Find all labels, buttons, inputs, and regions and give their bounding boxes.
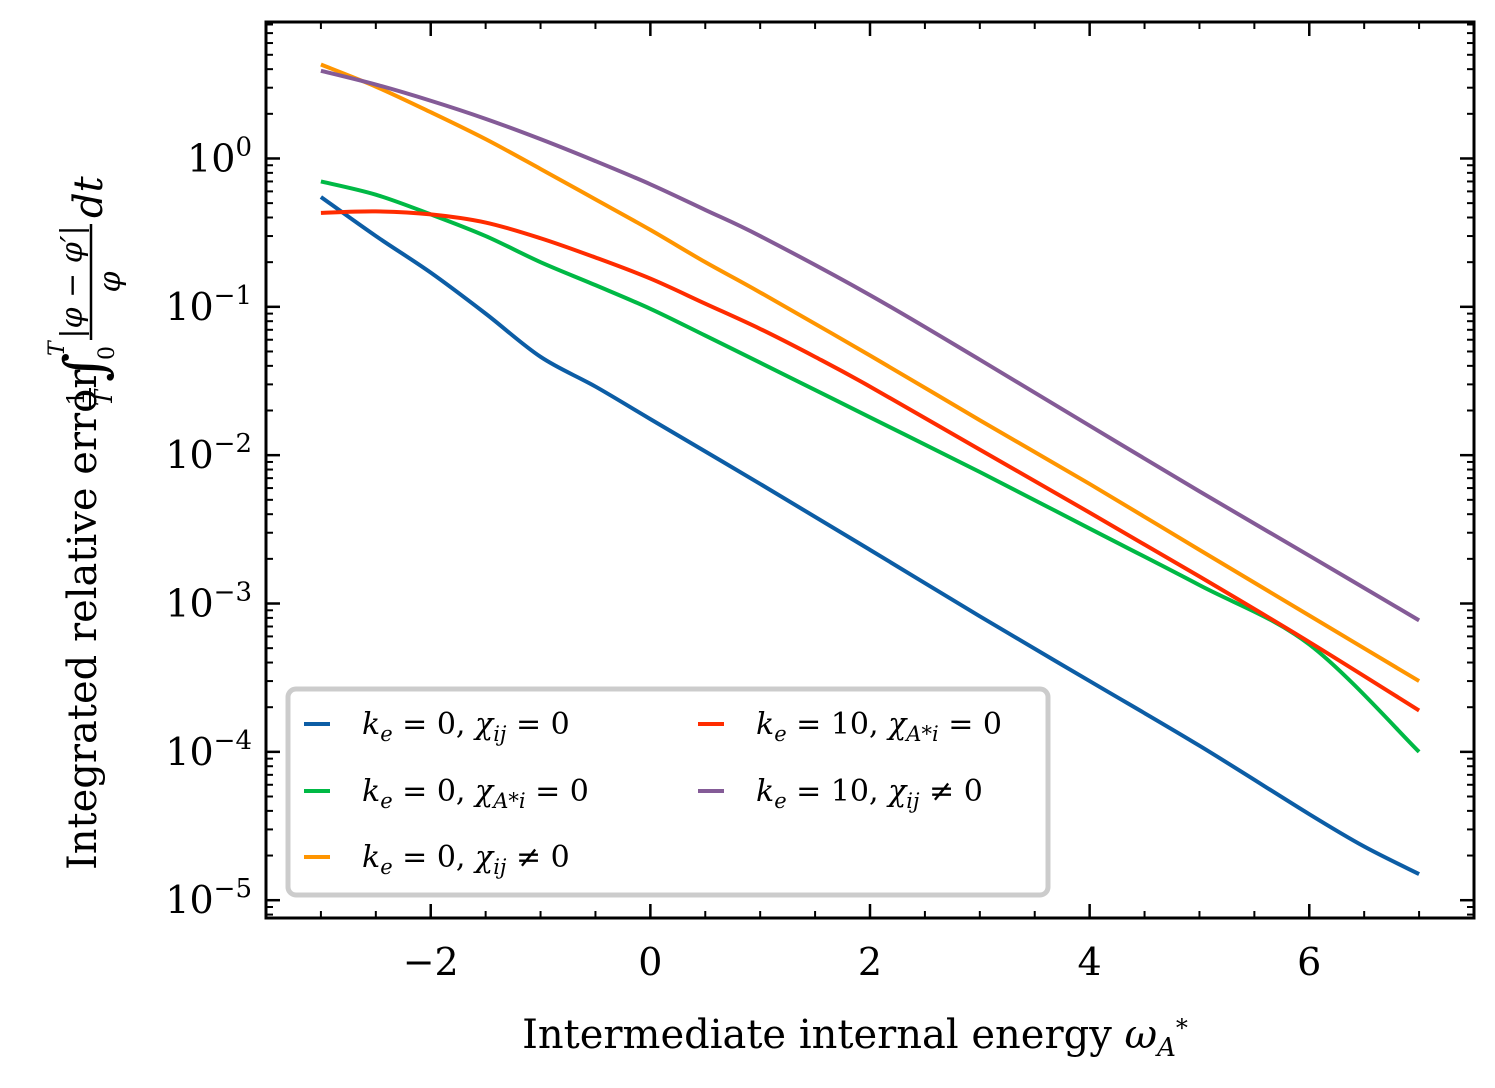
series-line-1 bbox=[319, 195, 1420, 876]
legend-label-part: = 10, bbox=[787, 774, 888, 809]
y-axis-label-frac-2-num: |φ − φ′| bbox=[55, 225, 90, 338]
series-line-4 bbox=[320, 209, 1421, 713]
legend-label-part: = 0, bbox=[393, 840, 475, 875]
legend-label-part: k bbox=[756, 707, 774, 742]
legend-label-part: χ bbox=[473, 707, 495, 742]
y-tick-label-exp: −4 bbox=[214, 726, 252, 756]
legend-label-5: ke = 10, χij ≠ 0 bbox=[756, 774, 983, 813]
y-axis-label-frac-1-den: T bbox=[90, 388, 118, 406]
x-tick-label: 6 bbox=[1297, 940, 1321, 984]
y-tick-label-exp: 0 bbox=[235, 132, 252, 162]
legend-label-part: A*i bbox=[904, 722, 938, 746]
legend-label-part: χ bbox=[473, 840, 495, 875]
legend-label-part: A*i bbox=[491, 789, 525, 813]
legend-label-part: = 10, bbox=[787, 707, 888, 742]
series-line-3 bbox=[320, 62, 1421, 683]
legend-label-part: k bbox=[756, 774, 774, 809]
y-axis-label-integral: ∫ bbox=[53, 353, 118, 382]
legend-label-part: = 0 bbox=[506, 707, 569, 742]
y-axis-label-int-upper: T bbox=[45, 339, 70, 356]
y-tick-label-base: 10 bbox=[187, 136, 235, 180]
y-tick-label-base: 10 bbox=[165, 730, 213, 774]
legend-label-part: ij bbox=[493, 722, 507, 746]
y-tick-label-base: 10 bbox=[165, 285, 213, 329]
series-line-5 bbox=[320, 68, 1421, 623]
legend-label-2: ke = 0, χA*i = 0 bbox=[362, 774, 589, 813]
x-tick-label: −2 bbox=[403, 940, 459, 984]
legend-label-part: = 0 bbox=[939, 707, 1002, 742]
legend-label-part: χ bbox=[886, 774, 908, 809]
x-axis-label-text: Intermediate internal energy bbox=[522, 1012, 1124, 1058]
legend-label-part: = 0 bbox=[526, 774, 589, 809]
y-axis-label-int-lower: 0 bbox=[95, 346, 120, 360]
y-axis-label-text: Integrated relative error bbox=[60, 369, 106, 870]
x-tick-label: 4 bbox=[1078, 940, 1102, 984]
x-axis-label: Intermediate internal energy ωA* bbox=[522, 1012, 1188, 1063]
legend-label-part: k bbox=[362, 840, 380, 875]
legend-label-part: e bbox=[774, 789, 786, 813]
legend-label-part: ij bbox=[493, 855, 507, 879]
legend-label-part: k bbox=[362, 774, 380, 809]
y-tick-label-base: 10 bbox=[165, 878, 213, 922]
x-axis-label-sup: * bbox=[1176, 1014, 1188, 1042]
legend-label-part: ≠ 0 bbox=[920, 774, 983, 809]
plot-frame bbox=[264, 20, 1476, 920]
legend-label-part: ij bbox=[906, 789, 920, 813]
x-axis-label-sub: A bbox=[1155, 1033, 1176, 1063]
y-tick-label-exp: −3 bbox=[214, 578, 252, 608]
y-tick-label: 10−1 bbox=[165, 281, 252, 329]
y-tick-label: 10−4 bbox=[165, 726, 252, 774]
legend-label-part: e bbox=[774, 722, 786, 746]
y-tick-label: 100 bbox=[187, 132, 252, 180]
y-tick-label-exp: −2 bbox=[214, 429, 252, 459]
x-tick-label: 0 bbox=[638, 940, 662, 984]
y-tick-label-base: 10 bbox=[165, 582, 213, 626]
legend-label-part: χ bbox=[473, 774, 495, 809]
y-tick-label-exp: −1 bbox=[214, 281, 252, 311]
y-axis-label: Integrated relative error 1 T ∫ T 0 |φ −… bbox=[45, 175, 128, 870]
legend-label-part: ≠ 0 bbox=[506, 840, 569, 875]
x-axis-label-symbol: ω bbox=[1125, 1012, 1158, 1058]
legend-label-3: ke = 0, χij ≠ 0 bbox=[362, 840, 570, 879]
legend-box bbox=[285, 686, 1051, 898]
legend-label-part: = 0, bbox=[393, 707, 475, 742]
series-layer bbox=[319, 62, 1421, 876]
legend-label-part: = 0, bbox=[393, 774, 475, 809]
y-axis-label-dt: dt bbox=[66, 175, 112, 218]
y-axis-label-frac-2-den: φ bbox=[93, 271, 128, 292]
legend-label-part: e bbox=[380, 789, 392, 813]
y-tick-label: 10−3 bbox=[165, 578, 252, 626]
y-tick-label-exp: −5 bbox=[214, 874, 252, 904]
legend-label-4: ke = 10, χA*i = 0 bbox=[756, 707, 1002, 746]
legend-label-part: e bbox=[380, 722, 392, 746]
series-line-2 bbox=[320, 179, 1421, 754]
y-tick-label: 10−5 bbox=[165, 874, 252, 922]
legend-label-part: χ bbox=[886, 707, 908, 742]
y-axis-label-frac-1-num: 1 bbox=[62, 390, 90, 405]
y-tick-label: 10−2 bbox=[165, 429, 252, 477]
legend-entries: ke = 0, χij = 0ke = 0, χA*i = 0ke = 0, χ… bbox=[304, 707, 1002, 879]
legend-label-part: e bbox=[380, 855, 392, 879]
legend: ke = 0, χij = 0ke = 0, χA*i = 0ke = 0, χ… bbox=[285, 686, 1051, 898]
y-tick-label-base: 10 bbox=[165, 433, 213, 477]
legend-label-part: k bbox=[362, 707, 380, 742]
legend-label-1: ke = 0, χij = 0 bbox=[362, 707, 570, 746]
x-tick-label: 2 bbox=[858, 940, 882, 984]
